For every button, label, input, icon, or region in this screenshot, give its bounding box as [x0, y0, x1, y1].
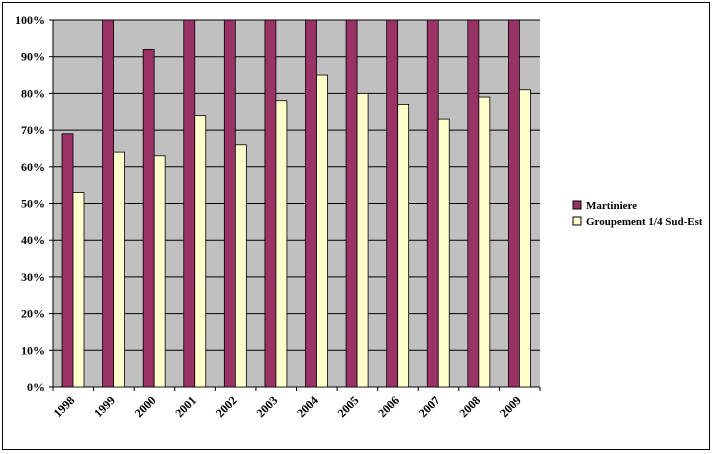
bar-martiniere-2003 [264, 19, 277, 388]
bar-martiniere-2008 [467, 19, 480, 388]
y-tick-label: 20% [21, 307, 45, 321]
x-tick-label: 2001 [172, 393, 199, 420]
bar-martiniere-2009 [508, 19, 520, 388]
bar-martiniere-2006 [386, 19, 399, 388]
legend: Martiniere Groupement 1/4 Sud-Est [572, 200, 703, 228]
bar-martiniere-2005 [345, 19, 358, 388]
bar-groupement-1-4-sud-est-1998 [72, 192, 85, 388]
bar-groupement-1-4-sud-est-2000 [153, 155, 166, 388]
legend-label-groupement: Groupement 1/4 Sud-Est [586, 216, 703, 228]
y-tick-label: 10% [21, 343, 45, 357]
bar-groupement-1-4-sud-est-2004 [316, 74, 328, 388]
y-tick-label: 100% [15, 13, 45, 27]
bar-martiniere-2001 [183, 19, 196, 388]
bar-groupement-1-4-sud-est-2002 [234, 144, 247, 388]
bar-groupement-1-4-sud-est-2006 [397, 104, 410, 388]
bar-groupement-1-4-sud-est-2001 [194, 115, 207, 388]
x-tick-label: 2007 [416, 393, 443, 420]
x-tick-label: 1999 [91, 393, 118, 420]
y-tick-label: 50% [21, 197, 45, 211]
x-tick-label: 2009 [497, 393, 524, 420]
x-tick-label: 1998 [51, 393, 78, 420]
bar-martiniere-2007 [426, 19, 439, 388]
x-tick-label: 2008 [456, 393, 483, 420]
bar-martiniere-2002 [223, 19, 236, 388]
legend-swatch-groupement [572, 216, 582, 226]
bar-groupement-1-4-sud-est-1999 [113, 151, 125, 388]
legend-label-martiniere: Martiniere [586, 200, 637, 212]
x-tick-label: 2000 [132, 393, 159, 420]
x-tick-label: 2005 [335, 393, 362, 420]
y-tick-label: 40% [21, 233, 45, 247]
y-tick-label: 30% [21, 270, 45, 284]
y-tick-label: 80% [21, 86, 45, 100]
x-tick-label: 2004 [294, 393, 321, 420]
bar-martiniere-2000 [142, 48, 155, 388]
x-tick-label: 2002 [213, 393, 240, 420]
y-tick-label: 90% [21, 50, 45, 64]
bar-groupement-1-4-sud-est-2008 [478, 96, 491, 388]
x-tick-label: 2003 [253, 393, 280, 420]
bar-martiniere-2004 [305, 19, 317, 388]
y-tick-label: 70% [21, 123, 45, 137]
legend-swatch-martiniere [572, 200, 582, 210]
bar-groupement-1-4-sud-est-2009 [519, 89, 531, 388]
bar-martiniere-1999 [102, 19, 114, 388]
bar-groupement-1-4-sud-est-2005 [356, 93, 369, 388]
x-tick-label: 2006 [375, 393, 402, 420]
y-tick-label: 0% [27, 380, 45, 394]
y-tick-label: 60% [21, 160, 45, 174]
bar-martiniere-1998 [61, 133, 74, 388]
bar-groupement-1-4-sud-est-2007 [437, 118, 450, 388]
bar-groupement-1-4-sud-est-2003 [275, 100, 288, 388]
